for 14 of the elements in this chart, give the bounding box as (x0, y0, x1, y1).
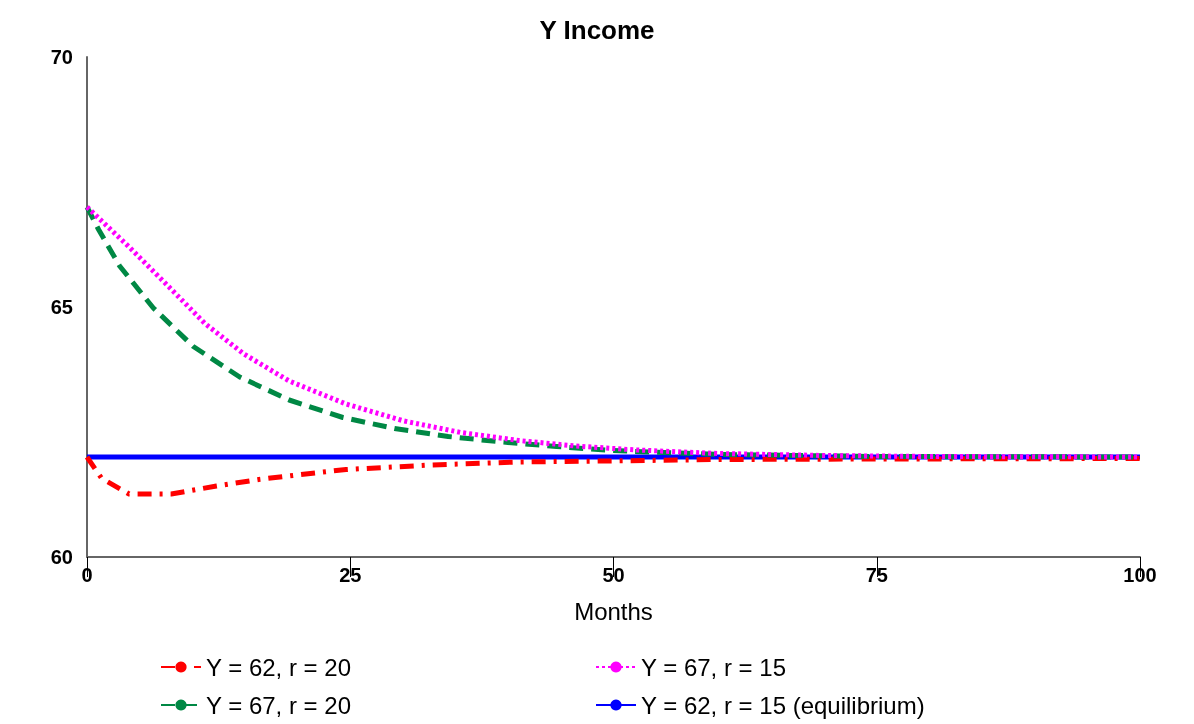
legend-label: Y = 62, r = 15 (equilibrium) (641, 691, 925, 719)
y-tick-label: 60 (50, 546, 73, 568)
x-axis-title: Months (574, 597, 653, 625)
x-tick-label: 75 (865, 564, 888, 586)
legend-label: Y = 67, r = 20 (206, 691, 351, 719)
x-tick-label: 100 (1123, 564, 1157, 586)
x-tick-label: 0 (81, 564, 93, 586)
legend-label: Y = 62, r = 20 (206, 653, 351, 681)
y-tick-label: 65 (50, 296, 73, 318)
x-tick-label: 50 (602, 564, 625, 586)
y-tick-label: 70 (50, 46, 73, 68)
legend-label: Y = 67, r = 15 (641, 653, 786, 681)
chart-title: Y Income (539, 15, 655, 45)
x-tick-label: 25 (339, 564, 362, 586)
